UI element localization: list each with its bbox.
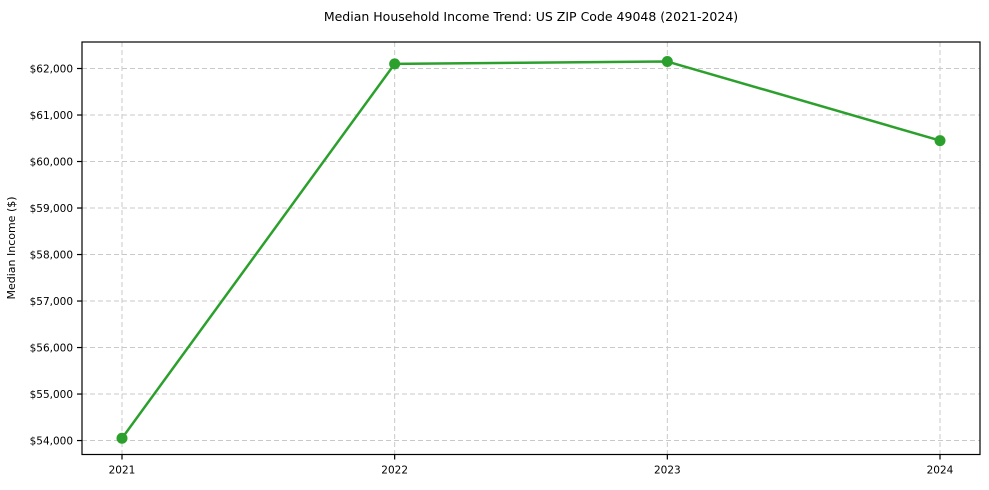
x-tick-label: 2023 bbox=[654, 465, 681, 477]
y-tick-label: $56,000 bbox=[30, 342, 73, 354]
x-tick-label: 2024 bbox=[927, 465, 954, 477]
x-tick-label: 2021 bbox=[109, 465, 136, 477]
y-tick-label: $61,000 bbox=[30, 110, 73, 122]
y-tick-label: $54,000 bbox=[30, 435, 73, 447]
x-tick-label: 2022 bbox=[381, 465, 408, 477]
y-tick-label: $59,000 bbox=[30, 203, 73, 215]
y-tick-label: $57,000 bbox=[30, 296, 73, 308]
y-tick-label: $55,000 bbox=[30, 389, 73, 401]
y-tick-label: $58,000 bbox=[30, 249, 73, 261]
y-tick-label: $60,000 bbox=[30, 156, 73, 168]
data-point bbox=[389, 58, 401, 70]
trend-line bbox=[120, 60, 942, 440]
data-point bbox=[661, 56, 673, 68]
data-point bbox=[116, 432, 128, 444]
y-tick-label: $62,000 bbox=[30, 63, 73, 75]
data-point bbox=[934, 135, 946, 147]
plot-frame bbox=[81, 41, 981, 456]
y-axis-label: Median Income ($) bbox=[5, 196, 18, 299]
chart-title: Median Household Income Trend: US ZIP Co… bbox=[324, 9, 738, 24]
